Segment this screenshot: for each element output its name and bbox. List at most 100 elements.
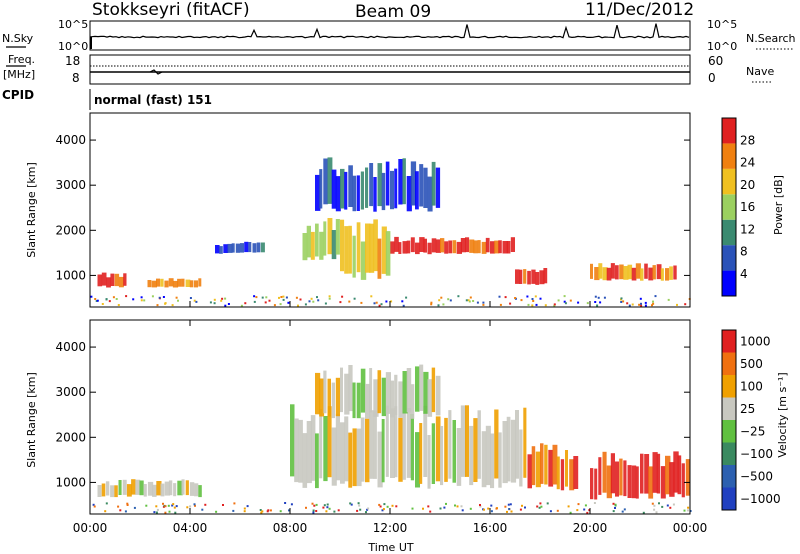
power-near-range-cell — [279, 303, 282, 306]
velocity-near-range-cell — [356, 509, 359, 512]
power-yticks: 1000 2000 3000 4000 — [55, 133, 690, 282]
velocity-near-range-cell — [439, 507, 442, 510]
power-near-range-cell — [499, 303, 502, 306]
power-near-range-cell — [227, 303, 230, 305]
velocity-region-4-cell — [677, 455, 682, 495]
velocity-region-2-cell — [344, 373, 350, 415]
power-near-range-cell — [280, 296, 283, 298]
velocity-region-2-cell — [356, 382, 361, 419]
velocity-near-range-cell — [623, 508, 626, 511]
velocity-near-range-cell — [189, 505, 192, 508]
velocity-region-1-cell — [327, 406, 332, 478]
velocity-near-range-cell — [261, 510, 264, 513]
velocity-region-3-cell — [552, 444, 558, 485]
power-near-range-cell — [472, 300, 475, 302]
power-region-8-cell — [348, 165, 353, 207]
velocity-region-1-cell — [440, 426, 444, 486]
velocity-region-2-cell — [315, 372, 321, 415]
power-region-6-cell — [323, 221, 327, 256]
velocity-region-0-cell — [160, 483, 165, 497]
velocity-near-range-cell — [687, 506, 690, 509]
velocity-region-1-cell — [469, 425, 474, 486]
velocity-region-3-cell — [527, 454, 532, 489]
power-near-range-cell — [631, 303, 634, 306]
power-near-range-cell — [193, 299, 196, 302]
power-region-7-cell — [360, 241, 367, 280]
velocity-near-range-cell — [93, 505, 96, 508]
velocity-cbar-tick-label: 25 — [740, 402, 755, 416]
velocity-region-1-cell — [323, 416, 328, 482]
velocity-near-range-cell — [487, 507, 490, 510]
velocity-near-range-cell — [507, 503, 510, 506]
velocity-near-range-cell — [174, 511, 177, 514]
velocity-region-0-cell — [194, 483, 199, 497]
velocity-near-range-cell — [461, 509, 464, 512]
velocity-near-range-cell — [175, 505, 178, 508]
power-region-2-cell — [244, 241, 249, 253]
velocity-region-2-cell — [402, 371, 408, 414]
velocity-region-2-cell — [390, 380, 395, 418]
power-near-range-cell — [140, 299, 143, 302]
velocity-near-range-cell — [145, 504, 148, 507]
power-near-range-cell — [430, 303, 433, 306]
velocity-near-range-cell — [686, 509, 689, 512]
velocity-near-range-cell — [546, 502, 549, 505]
velocity-near-range-cell — [549, 510, 552, 513]
velocity-region-1-cell — [473, 418, 478, 482]
velocity-near-range-cell — [614, 503, 617, 506]
freq-blip — [149, 69, 163, 75]
velocity-region-4-cell — [602, 451, 607, 493]
velocity-near-range-cell — [642, 511, 645, 514]
velocity-near-range-cell — [460, 505, 463, 508]
power-near-range-cell — [644, 304, 647, 307]
power-near-range-cell — [299, 298, 302, 301]
power-region-2-cell — [235, 243, 240, 253]
xtick-label: 12:00 — [373, 521, 408, 535]
velocity-region-1-cell — [381, 419, 385, 483]
power-near-range-cell — [348, 300, 351, 303]
power-near-range-cell — [112, 296, 115, 299]
nsky-right-tick-bottom: 10^0 — [707, 40, 737, 53]
velocity-region-4-cell — [665, 455, 671, 495]
velocity-near-range-cell — [429, 510, 432, 513]
velocity-near-range-cell — [483, 508, 485, 511]
power-region-3-cell — [394, 236, 399, 252]
power-cbar-swatch — [722, 219, 736, 246]
velocity-region-4-cell — [669, 462, 675, 497]
power-near-range-cell — [620, 298, 622, 301]
power-region-1-cell — [185, 279, 191, 287]
power-near-range-cell — [684, 303, 687, 306]
power-region-6-cell — [335, 219, 340, 255]
velocity-region-1-cell — [498, 432, 502, 488]
velocity-near-range-cell — [243, 510, 246, 513]
power-region-3-cell — [502, 241, 508, 254]
velocity-region-0-cell — [198, 485, 202, 498]
power-region-1-cell — [177, 278, 182, 287]
velocity-region-3-cell — [540, 443, 544, 484]
power-region-2-cell — [252, 243, 257, 253]
power-region-8-cell — [344, 171, 348, 210]
velocity-region-1-cell — [410, 414, 414, 481]
power-region-3-cell — [415, 242, 420, 255]
power-ylabel: Slant Range [km] — [25, 162, 38, 258]
nsky-left-tick-bottom: 10^0 — [58, 40, 88, 53]
time-axis: 00:00 04:00 08:00 12:00 16:00 20:00 00:00 — [73, 301, 707, 535]
power-region-8-cell — [427, 176, 433, 212]
velocity-cbar-swatch — [722, 397, 736, 420]
power-cbar-frame — [721, 117, 737, 297]
power-near-range-cell — [447, 298, 450, 301]
power-region-3-cell — [485, 237, 490, 253]
velocity-region-0-cell — [173, 483, 177, 497]
power-region-1-cell — [181, 278, 185, 287]
power-region-1-cell — [164, 280, 169, 288]
power-near-range-cell — [620, 301, 623, 303]
velocity-near-range-cell — [259, 509, 262, 511]
nsearch-label: N.Search — [746, 32, 796, 45]
velocity-cbar-tick-label: −500 — [740, 469, 773, 483]
power-near-range-cell — [108, 300, 111, 303]
power-region-7-cell — [365, 223, 371, 273]
power-region-3-cell — [498, 240, 502, 254]
velocity-near-range-cell — [357, 502, 360, 505]
power-near-range-cell — [101, 303, 104, 305]
power-near-range-cell — [620, 297, 623, 300]
